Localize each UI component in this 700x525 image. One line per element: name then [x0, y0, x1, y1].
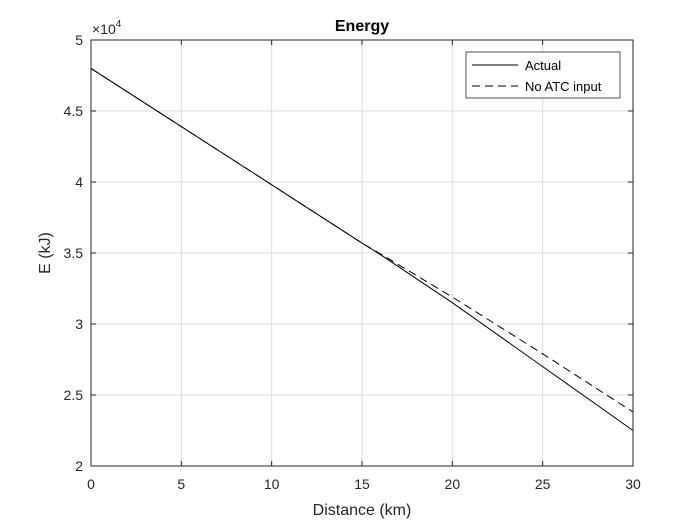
y-tick-label: 3	[75, 316, 83, 332]
y-multiplier-exponent: 4	[116, 19, 122, 30]
legend-label-no-atc: No ATC input	[525, 79, 602, 94]
legend: Actual No ATC input	[465, 51, 621, 99]
y-axis-label: E (kJ)	[37, 232, 54, 274]
y-multiplier: ×104	[92, 19, 122, 37]
legend-box	[465, 51, 621, 99]
x-tick-label: 20	[445, 476, 461, 492]
x-axis-label: Distance (km)	[313, 502, 412, 519]
y-tick-label: 4.5	[64, 103, 84, 119]
y-tick-label: 5	[75, 32, 83, 48]
legend-label-actual: Actual	[525, 58, 561, 73]
x-tick-label: 15	[354, 476, 370, 492]
x-tick-label: 30	[625, 476, 641, 492]
series-line-actual	[90, 67, 634, 431]
y-tick-label: 2.5	[64, 387, 84, 403]
chart-title: Energy	[335, 18, 389, 35]
x-tick-label: 25	[535, 476, 551, 492]
y-tick-labels: 2 2.5 3 3.5 4 4.5 5	[64, 32, 84, 474]
y-tick-label: 4	[75, 174, 83, 190]
x-tick-labels: 0 5 10 15 20 25 30	[87, 476, 641, 492]
x-tick-label: 10	[264, 476, 280, 492]
series-layer	[90, 67, 634, 431]
x-tick-label: 5	[177, 476, 185, 492]
y-tick-label: 3.5	[64, 245, 84, 261]
y-tick-label: 2	[75, 458, 83, 474]
y-multiplier-base: ×10	[92, 21, 116, 37]
axis-ticks	[90, 39, 634, 467]
x-tick-label: 0	[87, 476, 95, 492]
